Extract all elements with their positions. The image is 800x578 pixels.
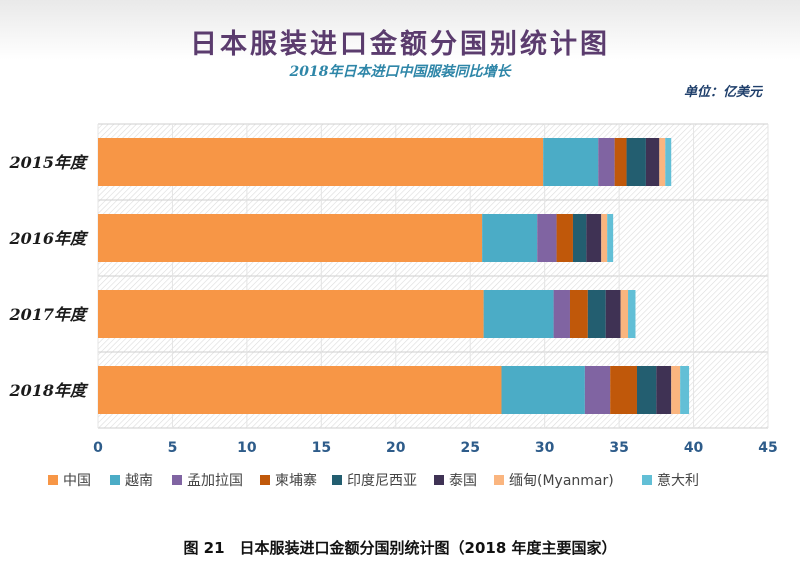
category-label: 2018年度 — [8, 381, 89, 400]
bar-segment-5-3 — [656, 366, 672, 414]
bar-segment-1-2 — [483, 290, 554, 338]
bar-segment-6-0 — [659, 138, 666, 186]
bar-segment-2-3 — [584, 366, 611, 414]
x-tick-label: 40 — [684, 440, 704, 456]
bar-segment-5-2 — [605, 290, 621, 338]
legend-swatch-3 — [260, 475, 270, 485]
x-tick-label: 45 — [758, 440, 777, 456]
x-tick-label: 25 — [460, 440, 479, 456]
x-tick-label: 35 — [609, 440, 628, 456]
bar-segment-4-3 — [636, 366, 657, 414]
plot-area: 2015年度 2016年度 2017年度 2018年度 0 5 10 15 20 25 30 35 40… — [8, 123, 778, 456]
bar-segment-3-2 — [569, 290, 588, 338]
legend-swatch-0 — [48, 475, 58, 485]
legend-swatch-2 — [172, 475, 182, 485]
x-tick-label: 20 — [386, 440, 406, 456]
bar-segment-5-0 — [645, 138, 660, 186]
legend-swatch-5 — [434, 475, 444, 485]
legend-label-1: 越南 — [125, 473, 153, 489]
legend-label-3: 柬埔寨 — [275, 472, 317, 489]
x-tick-label: 30 — [535, 440, 555, 456]
bar-segment-0-1 — [98, 214, 483, 262]
legend-label-0: 中国 — [63, 473, 91, 489]
x-tick-label: 5 — [168, 440, 178, 456]
unit-label: 单位：亿美元 — [684, 84, 764, 100]
bar-segment-0-0 — [98, 138, 544, 186]
bar-segment-2-0 — [598, 138, 615, 186]
bar-segment-3-3 — [610, 366, 637, 414]
legend: 中国 越南 孟加拉国 柬埔寨 印度尼西亚 泰国 缅甸(Myanmar) 意大利 — [48, 472, 699, 489]
x-tick-label: 0 — [93, 440, 103, 456]
bar-segment-7-2 — [628, 290, 636, 338]
bar-segment-0-2 — [98, 290, 484, 338]
bar-segment-6-3 — [671, 366, 681, 414]
bar-segment-3-1 — [556, 214, 573, 262]
bar-segment-4-1 — [572, 214, 587, 262]
x-tick-label: 15 — [312, 440, 331, 456]
legend-label-2: 孟加拉国 — [187, 473, 243, 489]
bar-segment-7-3 — [680, 366, 690, 414]
header-background — [0, 0, 800, 60]
bar-segment-2-1 — [537, 214, 557, 262]
bar-segment-1-1 — [482, 214, 538, 262]
bar-segment-6-1 — [601, 214, 608, 262]
bar-segment-0-3 — [98, 366, 502, 414]
chart-title: 日本服装进口金额分国别统计图 — [190, 28, 610, 60]
bar-segment-2-2 — [553, 290, 570, 338]
bar-segment-3-0 — [614, 138, 627, 186]
legend-label-5: 泰国 — [449, 473, 477, 489]
category-label: 2015年度 — [8, 153, 89, 172]
legend-swatch-6 — [494, 475, 504, 485]
x-tick-label: 10 — [237, 440, 257, 456]
legend-swatch-7 — [642, 475, 652, 485]
bar-segment-7-0 — [665, 138, 672, 186]
legend-label-6: 缅甸(Myanmar) — [509, 473, 614, 489]
bar-segment-1-0 — [543, 138, 599, 186]
bar-segment-4-0 — [626, 138, 646, 186]
bar-segment-4-2 — [587, 290, 606, 338]
bar-segment-5-1 — [586, 214, 602, 262]
category-label: 2016年度 — [8, 229, 89, 248]
category-label: 2017年度 — [8, 305, 89, 324]
legend-label-7: 意大利 — [657, 472, 699, 489]
bar-segment-6-2 — [620, 290, 629, 338]
bar-segment-1-3 — [501, 366, 585, 414]
figure-caption: 图 21 日本服装进口金额分国别统计图（2018 年度主要国家） — [183, 539, 617, 557]
legend-swatch-1 — [110, 475, 120, 485]
bar-segment-7-1 — [607, 214, 614, 262]
chart-subtitle: 2018年日本进口中国服装同比增长 — [289, 63, 513, 80]
legend-swatch-4 — [332, 475, 342, 485]
legend-label-4: 印度尼西亚 — [347, 473, 417, 489]
